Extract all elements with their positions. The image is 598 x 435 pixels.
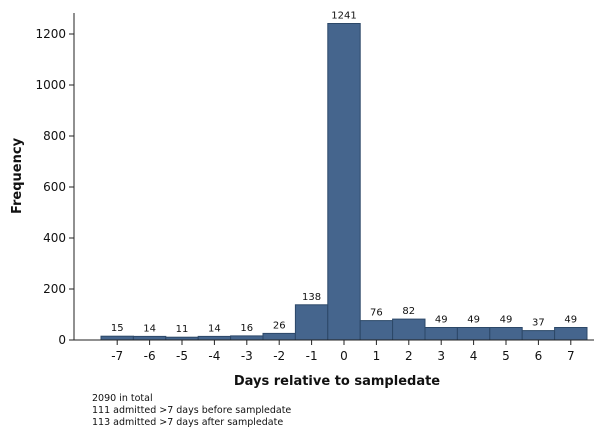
x-tick-label: -5 [176, 349, 188, 363]
bar-day-3 [424, 327, 458, 341]
bars-group [100, 23, 588, 341]
note-before: 111 admitted >7 days before sampledate [92, 405, 292, 416]
x-tick-label: 1 [373, 349, 381, 363]
bar-day-7 [554, 327, 588, 341]
data-label-day-3: 49 [435, 315, 448, 326]
x-tick-label: 2 [405, 349, 413, 363]
y-tick-label: 800 [43, 129, 66, 143]
y-tick-label: 600 [43, 180, 66, 194]
bar-day-4 [456, 327, 491, 341]
notes-block: 2090 in total 111 admitted >7 days befor… [92, 393, 291, 429]
x-tick-label: 0 [340, 349, 348, 363]
data-label-day--1: 138 [302, 292, 321, 303]
bar-day--7 [100, 335, 134, 341]
data-label-day-7: 49 [564, 315, 577, 326]
y-tick-label: 1000 [35, 78, 66, 92]
bar-day-2 [392, 318, 426, 341]
note-total: 2090 in total [92, 393, 153, 404]
bar-day-6 [521, 330, 556, 341]
x-tick-label: 3 [437, 349, 445, 363]
y-ticks-group: 0 200 400 600 800 1000 1200 [35, 27, 74, 347]
data-label-day--3: 16 [240, 323, 253, 334]
y-tick-label: 0 [58, 333, 66, 347]
x-tick-label: 6 [535, 349, 543, 363]
data-label-day-2: 82 [402, 306, 415, 317]
bar-day--2 [262, 332, 296, 341]
x-tick-label: 5 [502, 349, 510, 363]
data-label-day-6: 37 [532, 318, 545, 329]
data-label-day--2: 26 [273, 320, 286, 331]
data-label-day-1: 76 [370, 308, 383, 319]
x-tick-label: 7 [567, 349, 575, 363]
data-label-day--4: 14 [208, 323, 221, 334]
data-label-day-4: 49 [467, 315, 480, 326]
bar-day-5 [489, 327, 523, 341]
bar-day--1 [294, 304, 329, 341]
x-tick-label: -2 [273, 349, 285, 363]
note-after: 113 admitted >7 days after sampledate [92, 417, 284, 428]
data-label-day--7: 15 [111, 323, 124, 334]
data-label-day-0: 1241 [331, 11, 356, 22]
bar-day-0 [327, 23, 361, 341]
y-tick-label: 400 [43, 231, 66, 245]
y-tick-label: 200 [43, 282, 66, 296]
bar-day--4 [197, 335, 232, 341]
bar-day--3 [230, 335, 264, 341]
x-tick-label: -6 [144, 349, 156, 363]
data-label-day-5: 49 [500, 315, 513, 326]
x-axis-title: Days relative to sampledate [234, 374, 440, 389]
data-labels-group: 15 14 11 14 16 26 138 1241 76 82 49 49 49 37 49 [111, 11, 577, 336]
y-tick-label: 1200 [35, 27, 66, 41]
x-ticks-group: -7 -6 -5 -4 -3 -2 -1 0 1 2 3 4 5 6 7 [111, 340, 575, 363]
x-tick-label: -1 [306, 349, 318, 363]
bar-day-1 [359, 320, 394, 341]
y-axis-title: Frequency [10, 137, 25, 214]
x-tick-label: -7 [111, 349, 123, 363]
bar-day--6 [132, 335, 167, 341]
x-tick-label: -4 [208, 349, 220, 363]
x-tick-label: -3 [241, 349, 253, 363]
data-label-day--5: 11 [176, 324, 189, 335]
data-label-day--6: 14 [143, 323, 156, 334]
x-tick-label: 4 [470, 349, 478, 363]
